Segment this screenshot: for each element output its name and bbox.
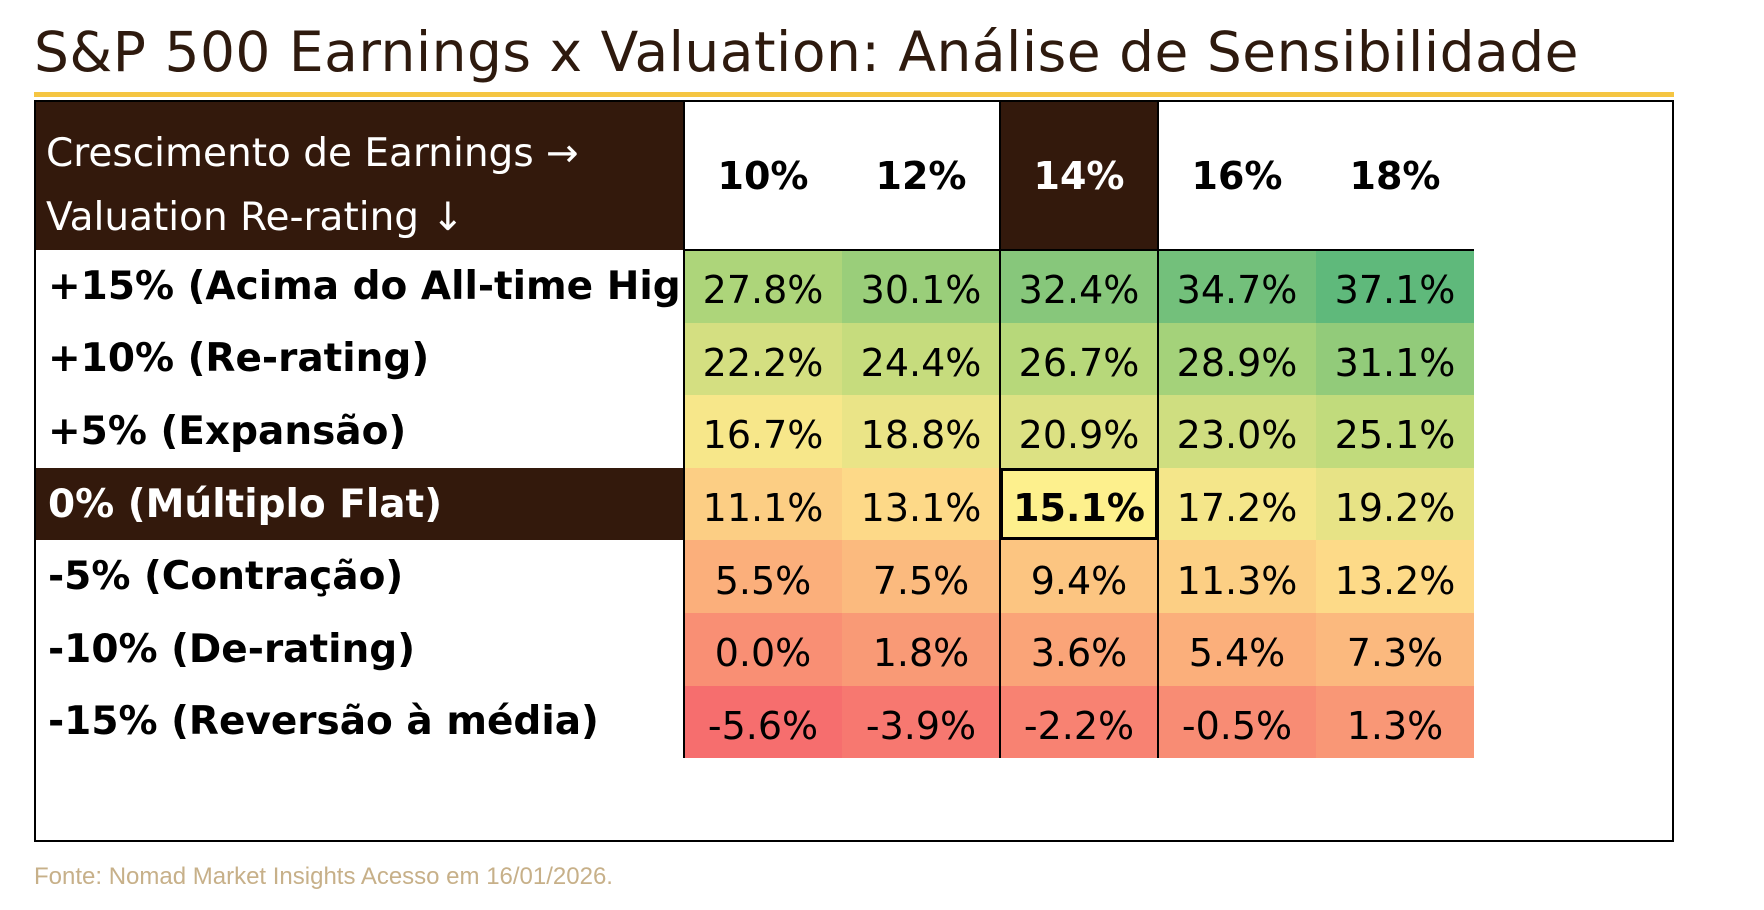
heatmap-cell: 11.3%: [1158, 540, 1316, 613]
heatmap-cell: 32.4%: [1000, 250, 1158, 323]
page-title: S&P 500 Earnings x Valuation: Análise de…: [34, 20, 1579, 84]
heatmap-cell: 28.9%: [1158, 322, 1316, 396]
row-label: -10% (De-rating): [48, 626, 416, 672]
heatmap-cell: 25.1%: [1316, 395, 1474, 468]
heatmap-cell: 37.1%: [1316, 250, 1474, 323]
column-header: 10%: [717, 154, 809, 198]
heatmap-cell: 7.5%: [842, 540, 1000, 613]
heatmap-cell: 18.8%: [842, 395, 1000, 468]
row-label: +5% (Expansão): [48, 408, 407, 454]
grid-line-vertical: [683, 102, 685, 759]
grid-line-horizontal: [684, 249, 1474, 251]
row-label: +10% (Re-rating): [48, 336, 430, 382]
column-header: 12%: [875, 154, 967, 198]
row-label: -15% (Reversão à média): [48, 699, 599, 745]
heatmap-cell: 5.5%: [684, 540, 842, 613]
heatmap-cell: 3.6%: [1000, 613, 1158, 686]
heatmap-cell: -0.5%: [1158, 685, 1316, 759]
sensitivity-matrix: Crescimento de Earnings → Valuation Re-r…: [34, 100, 1674, 842]
heatmap-cell: 30.1%: [842, 250, 1000, 323]
heatmap-cell: 20.9%: [1000, 395, 1158, 468]
grid-line-vertical: [999, 102, 1001, 759]
heatmap-cell: -3.9%: [842, 685, 1000, 759]
heatmap-cell: 23.0%: [1158, 395, 1316, 468]
heatmap-cell: 13.1%: [842, 467, 1000, 541]
heatmap-cell: 16.7%: [684, 395, 842, 468]
heatmap-cell: 22.2%: [684, 322, 842, 396]
x-axis-label: Crescimento de Earnings →: [46, 131, 579, 176]
heatmap-cell: 19.2%: [1316, 467, 1474, 541]
row-label: +15% (Acima do All-time High): [48, 263, 727, 309]
heatmap-cell: 1.3%: [1316, 685, 1474, 759]
heatmap-cell: 15.1%: [1000, 467, 1158, 541]
heatmap-cell: 1.8%: [842, 613, 1000, 686]
column-header: 18%: [1349, 154, 1441, 198]
heatmap-cell: 27.8%: [684, 250, 842, 323]
heatmap-cell: 26.7%: [1000, 322, 1158, 396]
corner-header: Crescimento de Earnings → Valuation Re-r…: [36, 102, 684, 250]
title-underline: [34, 92, 1674, 97]
heatmap-cell: 34.7%: [1158, 250, 1316, 323]
heatmap-cell: 31.1%: [1316, 322, 1474, 396]
heatmap-cell: -5.6%: [684, 685, 842, 759]
y-axis-label: Valuation Re-rating ↓: [46, 195, 465, 240]
heatmap-cell: 9.4%: [1000, 540, 1158, 613]
heatmap-cell: -2.2%: [1000, 685, 1158, 759]
heatmap-cell: 17.2%: [1158, 467, 1316, 541]
heatmap-cell: 7.3%: [1316, 613, 1474, 686]
heatmap-cell: 13.2%: [1316, 540, 1474, 613]
row-label: -5% (Contração): [48, 554, 404, 600]
column-header: 14%: [1000, 102, 1158, 250]
source-note: Fonte: Nomad Market Insights Acesso em 1…: [34, 863, 613, 890]
heatmap-cell: 5.4%: [1158, 613, 1316, 686]
row-label: 0% (Múltiplo Flat): [36, 467, 684, 541]
heatmap-cell: 24.4%: [842, 322, 1000, 396]
heatmap-cell: 0.0%: [684, 613, 842, 686]
column-header: 16%: [1191, 154, 1283, 198]
heatmap-cell: 11.1%: [684, 467, 842, 541]
grid-line-vertical: [1157, 102, 1159, 759]
